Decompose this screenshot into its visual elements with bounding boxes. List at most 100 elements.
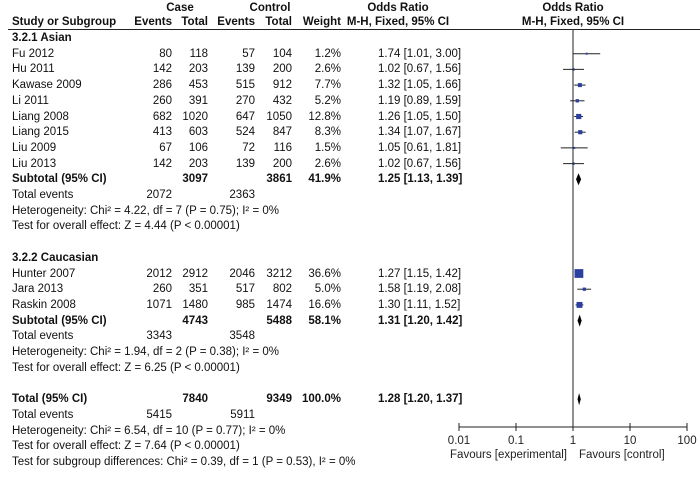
- study-case-events: 413: [152, 126, 172, 139]
- study-col-header: Study or Subgroup: [12, 16, 117, 28]
- study-name: Fu 2012: [12, 47, 55, 60]
- study-case-events: 1071: [146, 298, 172, 311]
- study-weight-box: [585, 52, 588, 55]
- study-ctrl-events: 270: [235, 94, 255, 107]
- study-weight: 1.2%: [314, 47, 341, 60]
- x-tick-label: 0.01: [448, 435, 470, 447]
- subgroup-test-text: Test for subgroup differences: Chi² = 0.…: [12, 455, 356, 468]
- or-header: Odds Ratio: [367, 2, 429, 14]
- study-case-total: 1480: [182, 298, 208, 311]
- study-weight: 5.0%: [314, 283, 341, 296]
- study-weight: 12.8%: [308, 110, 341, 123]
- total-events-label: Total events: [12, 189, 74, 201]
- study-ctrl-events: 2046: [229, 267, 255, 280]
- study-ctrl-events: 524: [235, 126, 255, 139]
- overall-effect-text: Test for overall effect: Z = 7.64 (P < 0…: [12, 440, 240, 453]
- study-ctrl-events: 985: [235, 298, 255, 311]
- study-case-total: 1020: [182, 110, 208, 123]
- study-case-total: 391: [188, 94, 208, 107]
- study-or-ci: 1.74 [1.01, 3.00]: [378, 47, 462, 60]
- study-name: Liang 2008: [12, 110, 69, 123]
- study-ctrl-total: 912: [272, 79, 292, 92]
- total-label: Total (95% CI): [12, 393, 88, 406]
- study-case-events: 142: [152, 157, 172, 170]
- subtotal-ctrl-total: 5488: [266, 314, 292, 327]
- study-or-ci: 1.02 [0.67, 1.56]: [378, 157, 462, 170]
- subtotal-weight: 41.9%: [308, 173, 341, 186]
- study-name: Liang 2015: [12, 126, 69, 139]
- study-case-events: 682: [152, 110, 172, 123]
- method-col: M-H, Fixed, 95% CI: [346, 16, 450, 28]
- study-weight-box: [576, 301, 583, 308]
- study-or-ci: 1.34 [1.07, 1.67]: [378, 126, 462, 139]
- study-weight-box: [574, 269, 584, 278]
- subtotal-diamond: [577, 314, 582, 327]
- study-or-ci: 1.27 [1.15, 1.42]: [378, 267, 462, 280]
- study-ctrl-total: 1050: [266, 110, 292, 123]
- x-tick-label: 100: [677, 435, 696, 447]
- study-or-ci: 1.58 [1.19, 2.08]: [378, 283, 462, 296]
- total-events-ctrl: 2363: [229, 189, 255, 201]
- study-ctrl-events: 57: [242, 47, 255, 60]
- study-ctrl-total: 3212: [266, 267, 292, 280]
- study-ctrl-events: 515: [235, 79, 255, 92]
- subgroup-title: 3.2.1 Asian: [12, 32, 72, 44]
- study-case-total: 351: [188, 283, 208, 296]
- study-name: Hunter 2007: [12, 267, 76, 280]
- subtotal-case-total: 4743: [182, 314, 208, 327]
- study-case-events: 80: [159, 47, 172, 60]
- study-ctrl-total: 432: [272, 94, 292, 107]
- study-case-events: 2012: [146, 267, 172, 280]
- heterogeneity-text: Heterogeneity: Chi² = 1.94, df = 2 (P = …: [12, 346, 279, 358]
- x-tick-label: 10: [624, 435, 637, 447]
- total-events-ctrl: 5911: [230, 408, 255, 421]
- study-ctrl-events: 517: [235, 283, 255, 296]
- weight-col: Weight: [302, 16, 341, 28]
- study-ctrl-total: 200: [272, 63, 292, 76]
- subtotal-case-total: 3097: [182, 173, 208, 186]
- study-weight: 7.7%: [314, 79, 341, 92]
- study-case-total: 203: [188, 63, 208, 76]
- study-weight-box: [578, 130, 583, 135]
- method-plot-col: M-H, Fixed, 95% CI: [521, 16, 625, 28]
- study-ctrl-events: 139: [235, 63, 255, 76]
- subtotal-or-ci: 1.31 [1.20, 1.42]: [378, 314, 463, 327]
- ctrl-total-col: Total: [265, 16, 292, 28]
- study-ctrl-total: 1474: [266, 298, 292, 311]
- study-name: Hu 2011: [12, 63, 55, 76]
- study-case-total: 453: [188, 79, 208, 92]
- study-ctrl-events: 139: [235, 157, 255, 170]
- study-weight-box: [582, 287, 586, 291]
- or-plot-header: Odds Ratio: [542, 2, 604, 14]
- case-total-col: Total: [181, 16, 208, 28]
- x-tick-label: 1: [570, 435, 576, 447]
- favours-left-label: Favours [experimental]: [450, 449, 567, 461]
- study-case-events: 286: [152, 79, 172, 92]
- study-or-ci: 1.30 [1.11, 1.52]: [378, 298, 461, 311]
- total-events-ctrl: 3548: [229, 330, 255, 343]
- study-weight-box: [577, 83, 582, 88]
- overall-effect-text: Test for overall effect: Z = 4.44 (P < 0…: [12, 220, 240, 233]
- control-header: Control: [249, 2, 291, 14]
- study-name: Raskin 2008: [12, 298, 76, 311]
- subgroup-title: 3.2.2 Caucasian: [12, 251, 99, 264]
- x-tick-label: 0.1: [508, 435, 524, 447]
- subtotal-diamond: [576, 173, 582, 186]
- heterogeneity-text: Heterogeneity: Chi² = 6.54, df = 10 (P =…: [12, 424, 286, 437]
- subtotal-weight: 58.1%: [308, 314, 341, 327]
- study-case-total: 603: [188, 126, 208, 139]
- study-case-total: 118: [189, 47, 208, 60]
- study-case-events: 142: [152, 63, 172, 76]
- study-name: Liu 2013: [12, 157, 57, 170]
- study-ctrl-total: 200: [272, 157, 292, 170]
- subtotal-ctrl-total: 3861: [266, 173, 292, 186]
- study-weight: 8.3%: [314, 126, 341, 139]
- heterogeneity-text: Heterogeneity: Chi² = 4.22, df = 7 (P = …: [12, 204, 279, 217]
- study-ctrl-events: 72: [242, 141, 255, 154]
- study-or-ci: 1.02 [0.67, 1.56]: [378, 63, 462, 76]
- study-weight-box: [573, 146, 576, 149]
- case-header: Case: [166, 2, 194, 14]
- study-ctrl-total: 104: [272, 47, 292, 60]
